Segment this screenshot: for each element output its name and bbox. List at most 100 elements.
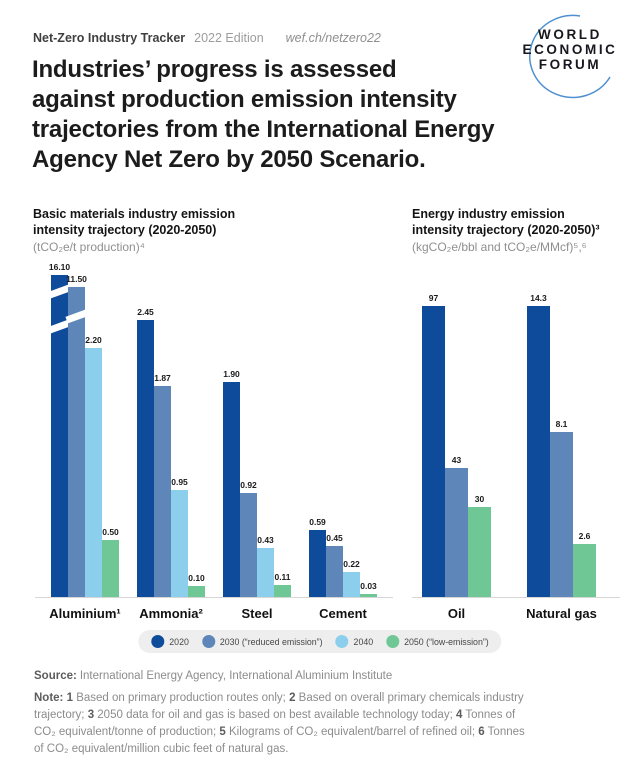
- title-line: Industries’ progress is assessed: [32, 56, 397, 83]
- legend-item: 2050 (“low-emission”): [386, 635, 489, 648]
- bar-value-label: 0.22: [343, 559, 360, 569]
- footnote-text: 2050 data for oil and gas is based on be…: [94, 709, 456, 721]
- axis-break-mark: [65, 309, 88, 324]
- source-label: Source:: [34, 670, 77, 682]
- basic-materials-chart: 16.10 11.50 2.20 0.50 Aluminium¹ 2.45 1.87 0.95…: [35, 262, 393, 621]
- bar-2030: 0.92: [240, 480, 257, 597]
- bar-2040: 0.95: [171, 477, 188, 597]
- footnote-ref: Note:: [34, 692, 64, 704]
- bar-value-label: 0.59: [309, 517, 326, 527]
- legend-dot-icon: [386, 635, 400, 648]
- chart-legend: 2020 2030 (“reduced emission”) 2040 2050 (“…: [138, 630, 502, 653]
- bar-value-label: 0.11: [274, 572, 291, 582]
- category-label: Cement: [319, 606, 367, 621]
- bar-value-label: 11.50: [66, 274, 87, 284]
- page-title: Industries’ progress is assessed against…: [32, 55, 495, 175]
- footnote-ref: 5: [219, 726, 226, 738]
- bar-value-label: 0.95: [171, 477, 188, 487]
- footnote-block: Note: 1 Based on primary production rout…: [34, 690, 526, 758]
- logo-line-3: FORUM: [539, 57, 602, 72]
- bar-2050: 0.50: [102, 527, 119, 597]
- category-label: Steel: [241, 606, 273, 621]
- bar-2040: 2.20: [85, 335, 102, 597]
- chart-unit-label: (kgCO₂e/bbl and tCO₂e/MMcf)⁵,⁶: [412, 240, 587, 254]
- basic-materials-chart-title: Basic materials industry emission intens…: [33, 207, 235, 255]
- legend-label: 2050 (“low-emission”): [404, 636, 489, 647]
- footnote-ref: 2: [289, 692, 296, 704]
- bar-2030: 43: [445, 455, 468, 597]
- legend-label: 2020: [169, 636, 189, 647]
- bar-value-label: 2.6: [578, 531, 591, 541]
- wef-url: wef.ch/netzero22: [285, 31, 381, 45]
- wef-logo: WORLD ECONOMIC FORUM: [522, 14, 617, 99]
- bar-group: 97 43 30: [422, 293, 491, 597]
- bar-group: 16.10 11.50 2.20 0.50: [48, 262, 119, 597]
- title-line: against production emission intensity: [32, 86, 457, 113]
- source-text: International Energy Agency, Internation…: [79, 670, 393, 682]
- legend-item: 2040: [335, 635, 374, 648]
- bar-2050: 0.03: [360, 581, 377, 597]
- bar-2050: 0.11: [274, 572, 291, 597]
- bar-2020: 97: [422, 293, 445, 597]
- footnote-text: Based on overall primary chemicals indus…: [34, 692, 524, 721]
- category-label: Natural gas: [526, 606, 597, 621]
- title-line: trajectories from the International Ener…: [32, 116, 495, 143]
- bar-value-label: 0.43: [257, 535, 274, 545]
- bar-value-label: 1.87: [154, 373, 171, 383]
- logo-arc-icon: [529, 14, 611, 99]
- source-line: Source: International Energy Agency, Inte…: [34, 670, 392, 682]
- bar-value-label: 2.20: [85, 335, 102, 345]
- footnote-ref: 3: [87, 709, 95, 721]
- bar-2020: 16.10: [48, 262, 71, 597]
- bar-2050: 0.10: [188, 573, 205, 597]
- edition-label: 2022 Edition: [194, 31, 264, 45]
- footnote-text: Tonnes of CO₂ equivalent/million cubic f…: [34, 726, 525, 755]
- bar-value-label: 97: [428, 293, 439, 303]
- bar-value-label: 43: [451, 455, 462, 465]
- bar-value-label: 2.45: [137, 307, 154, 317]
- legend-item: 2020: [151, 635, 189, 648]
- bar-2030: 1.87: [154, 373, 171, 597]
- energy-chart: 97 43 30 Oil 14.3 8.1 2.6 Natural gas: [412, 293, 620, 621]
- legend-dot-icon: [151, 635, 165, 648]
- category-label: Aluminium¹: [49, 606, 121, 621]
- bar-2030: 8.1: [550, 419, 573, 597]
- bar-2030: 11.50: [65, 274, 88, 597]
- bar-group: 0.59 0.45 0.22 0.03: [309, 517, 377, 597]
- bar-2040: 0.22: [343, 559, 360, 597]
- bar-value-label: 0.10: [188, 573, 205, 583]
- bar-2030: 0.45: [326, 533, 343, 597]
- tracker-name: Net-Zero Industry Tracker: [33, 31, 186, 45]
- logo-line-1: WORLD: [538, 27, 602, 42]
- chart-title-line: intensity trajectory (2020-2050)³: [412, 222, 600, 237]
- x-axis-line: [35, 597, 393, 598]
- footnote-text: Tonnes of CO₂ equivalent/tonne of produc…: [34, 709, 516, 738]
- bar-value-label: 0.03: [360, 581, 377, 591]
- legend-label: 2040: [353, 636, 374, 647]
- bar-2050: 2.6: [573, 531, 596, 597]
- energy-chart-title: Energy industry emission intensity traje…: [412, 207, 600, 255]
- bar-2020: 1.90: [223, 369, 240, 597]
- bar-value-label: 0.50: [102, 527, 119, 537]
- legend-dot-icon: [335, 635, 349, 648]
- footnote-text: Based on primary production routes only;: [73, 692, 290, 704]
- bar-value-label: 14.3: [530, 293, 547, 303]
- bar-2020: 0.59: [309, 517, 326, 597]
- legend-dot-icon: [201, 635, 215, 648]
- bar-value-label: 30: [474, 494, 485, 504]
- logo-line-2: ECONOMIC: [522, 42, 617, 57]
- chart-unit-label: (tCO₂e/t production)⁴: [33, 240, 145, 254]
- chart-title-line: intensity trajectory (2020-2050): [33, 222, 217, 237]
- bar-group: 2.45 1.87 0.95 0.10: [137, 307, 205, 597]
- x-axis-line: [412, 597, 620, 598]
- category-label: Ammonia²: [139, 606, 203, 621]
- title-line: Agency Net Zero by 2050 Scenario.: [32, 146, 426, 173]
- footnote-ref: 6: [478, 726, 485, 738]
- footnote-ref: 1: [66, 692, 73, 704]
- bar-2020: 2.45: [137, 307, 154, 597]
- bar-value-label: 0.45: [326, 533, 343, 543]
- legend-label: 2030 (“reduced emission”): [219, 636, 323, 647]
- bar-2050: 30: [468, 494, 491, 597]
- bar-2020: 14.3: [527, 293, 550, 597]
